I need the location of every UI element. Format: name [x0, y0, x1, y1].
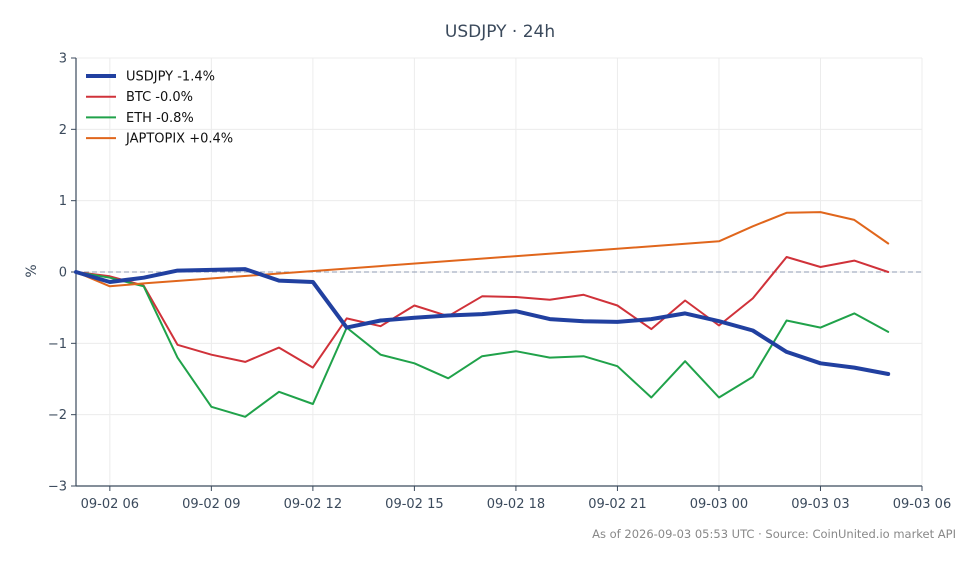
y-tick-label: −1 [48, 337, 67, 352]
y-axis-label: % [24, 264, 40, 277]
series-layer [74, 211, 891, 418]
y-tick-label: −2 [48, 408, 67, 423]
y-tick-label: 2 [59, 123, 67, 138]
x-tick-label: 09-03 03 [791, 497, 849, 512]
series-line-japtopix [75, 211, 890, 288]
series-line-eth [75, 271, 890, 418]
x-tick-label: 09-03 06 [893, 497, 951, 512]
y-tick-label: 0 [59, 266, 67, 281]
chart-title: USDJPY · 24h [445, 22, 555, 42]
y-tick-label: 3 [59, 52, 67, 67]
x-tick-label: 09-02 18 [487, 497, 545, 512]
x-tick-label: 09-02 12 [284, 497, 342, 512]
footer-source: As of 2026-09-03 05:53 UTC · Source: Coi… [592, 527, 956, 541]
series-line-usdjpy [74, 267, 891, 376]
x-tick-label: 09-02 21 [588, 497, 646, 512]
x-tick-label: 09-03 00 [690, 497, 748, 512]
legend-label-btc: BTC -0.0% [126, 90, 193, 105]
legend-label-usdjpy: USDJPY -1.4% [126, 70, 215, 85]
legend: USDJPY -1.4% BTC -0.0% ETH -0.8% JAPTOPIX +… [86, 70, 233, 147]
legend-label-eth: ETH -0.8% [126, 111, 194, 126]
x-tick-label: 09-02 15 [385, 497, 443, 512]
axes-layer: 3 2 1 0 −1 −2 −3 09-02 06 09-02 09 09-02 12 09-02 … [48, 52, 951, 513]
series-line-btc [75, 256, 890, 369]
y-tick-label: −3 [48, 480, 67, 495]
y-tick-label: 1 [59, 194, 67, 209]
legend-label-japtopix: JAPTOPIX +0.4% [125, 132, 233, 147]
x-tick-label: 09-02 06 [81, 497, 139, 512]
x-tick-label: 09-02 09 [182, 497, 240, 512]
